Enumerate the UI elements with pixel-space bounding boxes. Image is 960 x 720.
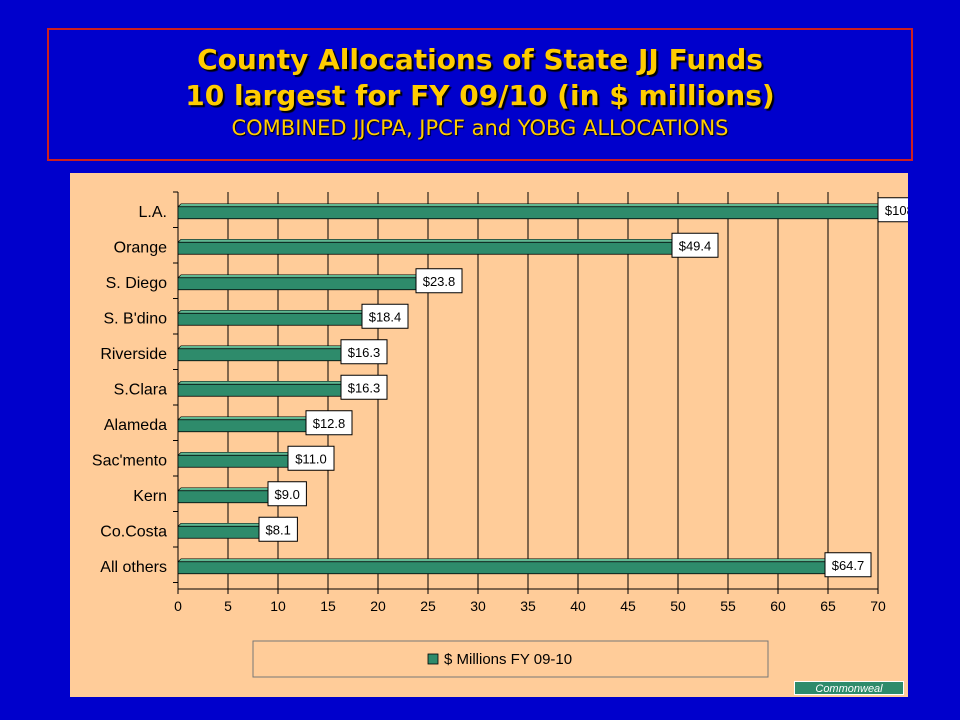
bar-top bbox=[177, 309, 366, 314]
bar bbox=[177, 490, 269, 504]
data-label: $16.3 bbox=[348, 345, 381, 360]
category-label: Orange bbox=[114, 239, 167, 256]
data-label-box bbox=[361, 303, 409, 329]
data-label: $49.4 bbox=[679, 238, 712, 253]
data-label-box bbox=[267, 481, 307, 507]
bar bbox=[177, 419, 307, 433]
bar bbox=[177, 241, 673, 255]
data-label: $11.0 bbox=[295, 451, 327, 466]
data-label: $23.8 bbox=[423, 274, 456, 289]
x-tick-label: 15 bbox=[320, 598, 336, 614]
data-label: $108.0 bbox=[885, 203, 908, 218]
bar bbox=[177, 312, 363, 326]
chart-panel: 0 5 10 15 20 25 30 35 40 45 50 55 60 65 70 L.A. $108.0 Or… bbox=[70, 173, 908, 697]
data-label: $8.1 bbox=[266, 522, 291, 537]
bar-top bbox=[177, 380, 345, 385]
legend-box bbox=[252, 640, 769, 678]
x-tick-label: 30 bbox=[470, 598, 486, 614]
x-tick-label: 50 bbox=[670, 598, 686, 614]
category-label: Sac'mento bbox=[92, 452, 167, 469]
title-box: County Allocations of State JJ Funds 10 … bbox=[47, 28, 913, 161]
chart-title: County Allocations of State JJ Funds bbox=[197, 43, 763, 76]
chart-caption: COMBINED JJCPA, JPCF and YOBG ALLOCATION… bbox=[231, 116, 729, 140]
data-label: $64.7 bbox=[832, 558, 865, 573]
x-tick-label: 10 bbox=[270, 598, 286, 614]
bar-top bbox=[177, 416, 310, 421]
x-tick-label: 60 bbox=[770, 598, 786, 614]
x-tick-label: 40 bbox=[570, 598, 586, 614]
category-label: S. B'dino bbox=[103, 310, 167, 327]
source-tag: Commonweal bbox=[794, 681, 904, 695]
category-label: Alameda bbox=[104, 417, 167, 434]
category-label: Riverside bbox=[100, 346, 167, 363]
data-label-box bbox=[258, 516, 298, 542]
category-label: Co.Costa bbox=[100, 523, 167, 540]
bar bbox=[177, 206, 879, 220]
data-label-box bbox=[340, 339, 388, 365]
data-label: $18.4 bbox=[369, 309, 402, 324]
legend-swatch bbox=[427, 653, 439, 665]
x-tick-label: 65 bbox=[820, 598, 836, 614]
bar bbox=[177, 383, 342, 397]
data-label-box bbox=[671, 232, 719, 258]
bar-top bbox=[177, 451, 292, 456]
data-label-box bbox=[287, 445, 335, 471]
bar-top bbox=[177, 203, 882, 208]
x-tick-label: 5 bbox=[224, 598, 232, 614]
chart-subtitle: 10 largest for FY 09/10 (in $ millions) bbox=[185, 79, 775, 112]
bar-top bbox=[177, 238, 676, 243]
category-label: S. Diego bbox=[106, 275, 167, 292]
category-label: S.Clara bbox=[114, 381, 167, 398]
bar bbox=[177, 277, 417, 291]
bar bbox=[177, 561, 826, 575]
bar-chart: 0 5 10 15 20 25 30 35 40 45 50 55 60 65 70 L.A. $108.0 Or… bbox=[92, 191, 908, 678]
data-label-box bbox=[415, 268, 463, 294]
x-tick-label: 55 bbox=[720, 598, 736, 614]
x-tick-label: 45 bbox=[620, 598, 636, 614]
legend-label: $ Millions FY 09-10 bbox=[444, 651, 572, 668]
bar bbox=[177, 525, 260, 539]
bar-top bbox=[177, 558, 829, 563]
x-tick-label: 0 bbox=[174, 598, 182, 614]
data-label: $12.8 bbox=[313, 416, 346, 431]
bar-top bbox=[177, 274, 420, 279]
x-tick-label: 70 bbox=[870, 598, 886, 614]
bar bbox=[177, 454, 289, 468]
bar bbox=[177, 348, 342, 362]
bar-top bbox=[177, 522, 263, 527]
data-label-box bbox=[340, 374, 388, 400]
data-label-box bbox=[305, 410, 353, 436]
bar-top bbox=[177, 487, 272, 492]
bar-top bbox=[177, 345, 345, 350]
category-label: L.A. bbox=[139, 204, 167, 221]
x-tick-label: 35 bbox=[520, 598, 536, 614]
category-label: Kern bbox=[133, 488, 167, 505]
data-label-box bbox=[877, 197, 908, 223]
x-tick-label: 25 bbox=[420, 598, 436, 614]
data-label: $9.0 bbox=[275, 487, 300, 502]
x-tick-label: 20 bbox=[370, 598, 386, 614]
data-label-box bbox=[824, 552, 872, 578]
data-label: $16.3 bbox=[348, 380, 381, 395]
category-label: All others bbox=[100, 559, 167, 576]
